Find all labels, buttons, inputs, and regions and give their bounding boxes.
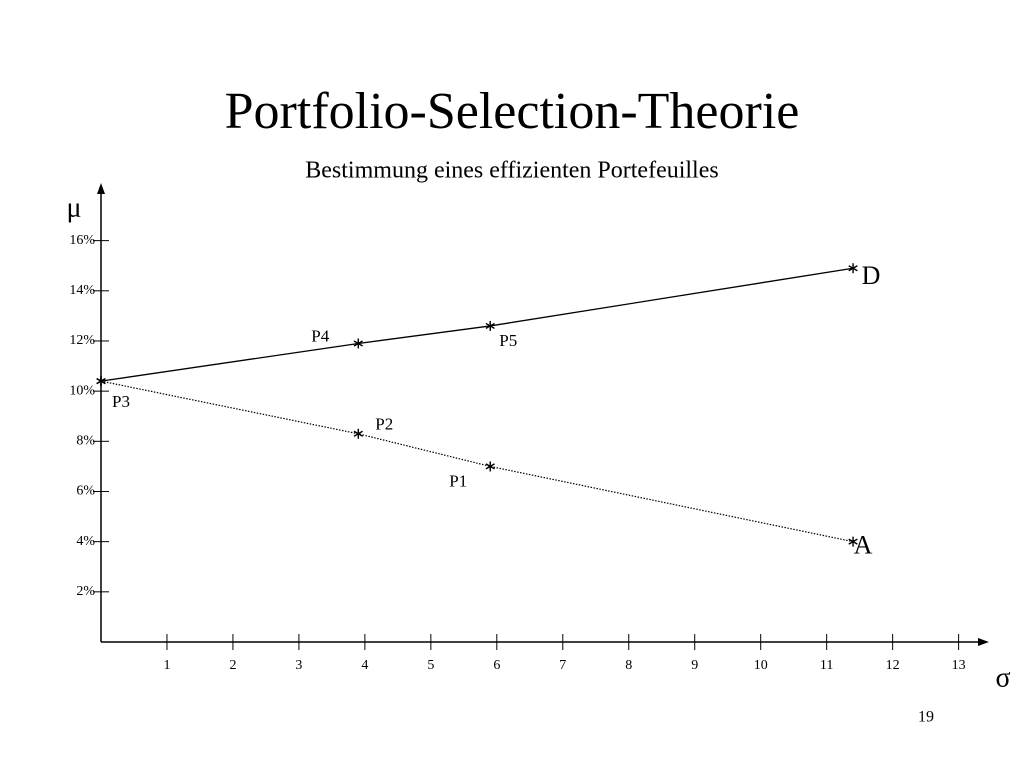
- data-point: [485, 461, 495, 472]
- x-tick-label: 1: [163, 658, 170, 673]
- point-label: A: [854, 531, 873, 560]
- y-tick-label: 2%: [76, 584, 95, 599]
- marker-stroke: [353, 430, 363, 437]
- marker-stroke: [848, 538, 858, 545]
- point-label: P2: [375, 415, 393, 434]
- x-tick-label: 9: [691, 658, 698, 673]
- data-point: [96, 376, 106, 387]
- point-label: D: [862, 261, 881, 290]
- point-label: P1: [449, 471, 467, 490]
- series-line: [100, 380, 854, 543]
- data-point: [848, 536, 858, 547]
- data-point: [353, 338, 363, 349]
- y-tick-label: 16%: [69, 233, 95, 248]
- y-tick-label: 6%: [76, 484, 95, 499]
- x-tick-label: 11: [820, 658, 833, 673]
- marker-stroke: [848, 265, 858, 272]
- x-tick-label: 2: [229, 658, 236, 673]
- x-tick-label: 13: [952, 658, 966, 673]
- y-axis-label: μ: [66, 192, 81, 223]
- x-tick-label: 5: [427, 658, 434, 673]
- data-point: [353, 428, 363, 439]
- x-tick-label: 8: [625, 658, 632, 673]
- x-tick-label: 12: [886, 658, 900, 673]
- x-tick-label: 7: [559, 658, 566, 673]
- y-tick-label: 8%: [76, 434, 95, 449]
- point-label: P5: [499, 331, 517, 350]
- marker-stroke: [353, 340, 363, 347]
- point-label: P4: [311, 326, 329, 345]
- y-axis-arrow: [97, 183, 105, 194]
- x-tick-label: 3: [295, 658, 302, 673]
- data-point: [485, 320, 495, 331]
- page-number: 19: [918, 709, 934, 726]
- point-label: P3: [112, 392, 130, 411]
- subtitle: Bestimmung eines effizienten Portefeuill…: [305, 158, 718, 184]
- x-tick-label: 4: [361, 658, 368, 673]
- marker-stroke: [96, 378, 106, 385]
- x-axis-arrow: [978, 638, 989, 646]
- data-point: [848, 263, 858, 274]
- x-tick-label: 10: [754, 658, 768, 673]
- marker-stroke: [485, 463, 495, 470]
- y-tick-label: 4%: [76, 534, 95, 549]
- title: Portfolio-Selection-Theorie: [225, 83, 800, 140]
- x-tick-label: 6: [493, 658, 500, 673]
- marker-stroke: [485, 322, 495, 330]
- x-axis-label: σ: [995, 662, 1010, 693]
- y-tick-label: 12%: [69, 333, 95, 348]
- y-tick-label: 10%: [69, 383, 95, 398]
- y-tick-label: 14%: [69, 283, 95, 298]
- series-line: [100, 267, 854, 382]
